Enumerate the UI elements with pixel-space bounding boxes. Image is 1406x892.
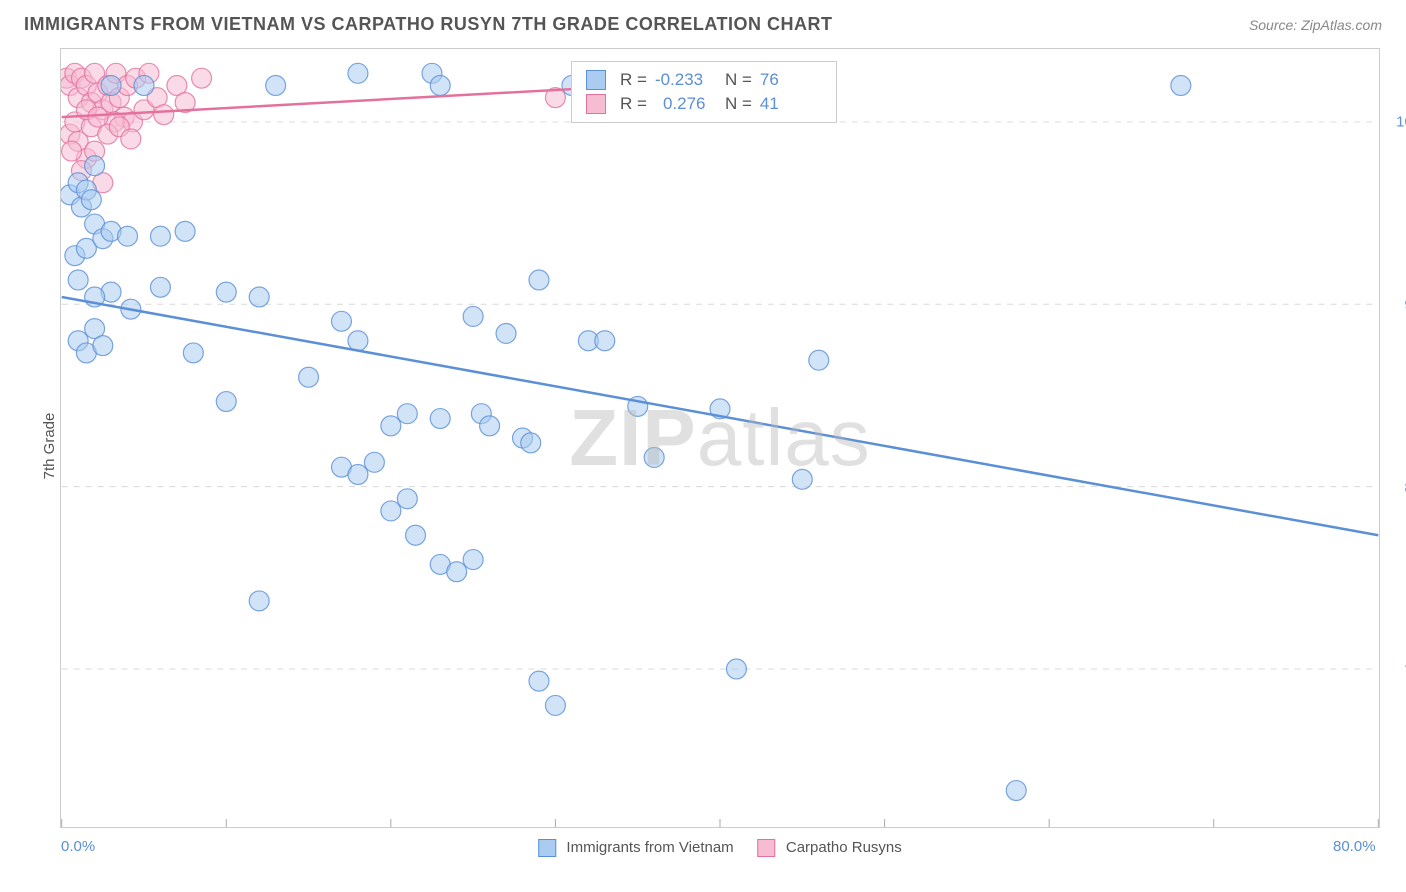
swatch-series-2 (586, 94, 606, 114)
legend-swatch-2 (758, 839, 776, 857)
y-axis-label: 7th Grade (41, 413, 58, 480)
x-tick-label: 0.0% (61, 838, 95, 855)
legend-label-2: Carpatho Rusyns (786, 839, 902, 856)
scatter-plot (61, 49, 1379, 827)
swatch-series-1 (586, 70, 606, 90)
n-value-1: 76 (760, 70, 822, 90)
n-value-2: 41 (760, 94, 822, 114)
chart-title: IMMIGRANTS FROM VIETNAM VS CARPATHO RUSY… (24, 14, 833, 35)
chart-area: ZIPatlas R = -0.233 N = 76 R = 0.276 N =… (60, 48, 1380, 828)
legend-item-2: Carpatho Rusyns (758, 839, 902, 857)
stats-row-series-1: R = -0.233 N = 76 (586, 68, 822, 92)
x-tick-label: 80.0% (1333, 838, 1376, 855)
bottom-legend: Immigrants from Vietnam Carpatho Rusyns (538, 839, 902, 857)
stats-row-series-2: R = 0.276 N = 41 (586, 92, 822, 116)
y-tick-label: 100.0% (1396, 114, 1406, 131)
stats-legend-box: R = -0.233 N = 76 R = 0.276 N = 41 (571, 61, 837, 123)
legend-label-1: Immigrants from Vietnam (566, 839, 733, 856)
legend-item-1: Immigrants from Vietnam (538, 839, 733, 857)
r-value-2: 0.276 (655, 94, 717, 114)
legend-swatch-1 (538, 839, 556, 857)
source-label: Source: ZipAtlas.com (1249, 17, 1382, 33)
r-value-1: -0.233 (655, 70, 717, 90)
